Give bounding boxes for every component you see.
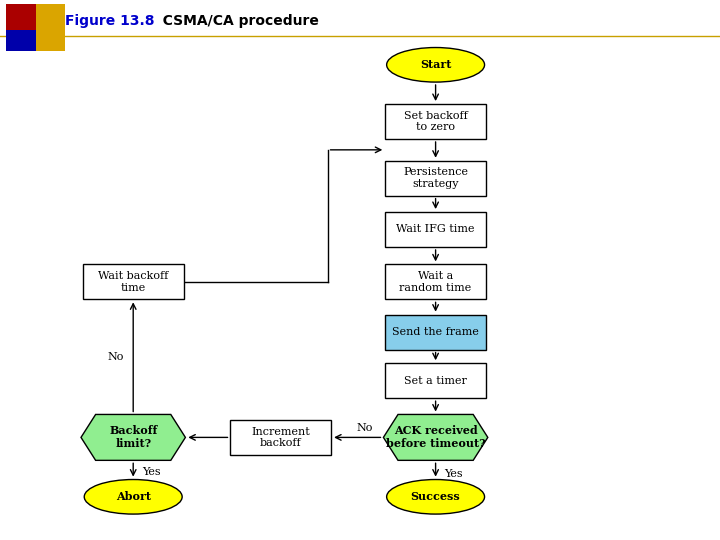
FancyBboxPatch shape [36,4,65,51]
FancyBboxPatch shape [385,314,486,350]
Text: Abort: Abort [116,491,150,502]
Text: CSMA/CA procedure: CSMA/CA procedure [148,14,318,28]
Polygon shape [81,415,186,460]
Text: Success: Success [410,491,461,502]
Text: Wait a
random time: Wait a random time [400,271,472,293]
Text: Wait IFG time: Wait IFG time [396,225,475,234]
FancyBboxPatch shape [6,4,36,30]
Text: Figure 13.8: Figure 13.8 [65,14,154,28]
Text: Increment
backoff: Increment backoff [251,427,310,448]
FancyBboxPatch shape [385,160,486,195]
FancyBboxPatch shape [385,363,486,399]
Ellipse shape [387,48,485,82]
FancyBboxPatch shape [385,104,486,139]
Text: Set backoff
to zero: Set backoff to zero [404,111,467,132]
Text: ACK received
before timeout?: ACK received before timeout? [386,426,485,449]
FancyBboxPatch shape [385,265,486,299]
FancyBboxPatch shape [385,212,486,247]
Text: Backoff
limit?: Backoff limit? [109,426,158,449]
FancyBboxPatch shape [83,265,184,299]
Text: No: No [356,423,373,433]
Ellipse shape [387,480,485,514]
Text: Yes: Yes [142,467,161,477]
Text: Persistence
strategy: Persistence strategy [403,167,468,189]
Text: Start: Start [420,59,451,70]
FancyBboxPatch shape [6,30,36,51]
Text: No: No [107,352,123,362]
FancyBboxPatch shape [230,420,331,455]
Text: Yes: Yes [444,469,463,479]
Polygon shape [383,415,488,460]
Text: Send the frame: Send the frame [392,327,479,337]
Ellipse shape [84,480,182,514]
Text: Wait backoff
time: Wait backoff time [98,271,168,293]
Text: Set a timer: Set a timer [404,376,467,386]
